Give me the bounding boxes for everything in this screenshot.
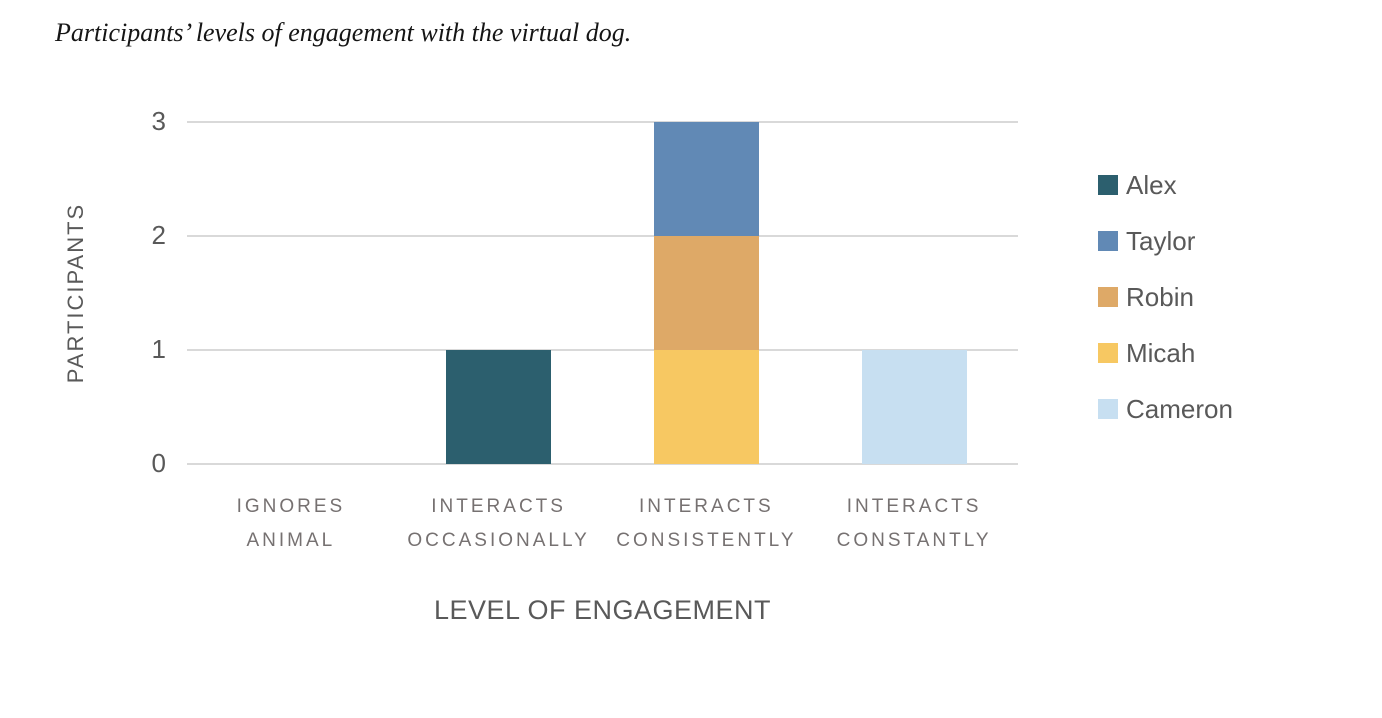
y-tick-label-1: 1 bbox=[151, 333, 166, 364]
y-tick-label-3: 3 bbox=[151, 105, 166, 136]
x-category-label-line: CONSTANTLY bbox=[836, 530, 992, 551]
x-category-label-line: INTERACTS bbox=[639, 496, 774, 517]
legend: Alex Taylor Robin Micah Cameron bbox=[1098, 170, 1233, 450]
legend-item-taylor: Taylor bbox=[1098, 226, 1233, 256]
bar-column-3 bbox=[861, 350, 967, 464]
x-category-label-1: INTERACTS OCCASIONALLY bbox=[395, 490, 603, 558]
x-category-label-line: CONSISTENTLY bbox=[616, 530, 797, 551]
legend-label: Robin bbox=[1126, 281, 1194, 312]
x-category-label-0: IGNORES ANIMAL bbox=[187, 490, 395, 558]
bar-segment-micah bbox=[653, 350, 759, 464]
x-category-label-line: IGNORES bbox=[236, 496, 346, 517]
gridline-y-1 bbox=[187, 349, 1018, 351]
bar-segment-robin bbox=[653, 236, 759, 350]
x-category-label-line: INTERACTS bbox=[846, 496, 982, 517]
x-category-label-3: INTERACTS CONSTANTLY bbox=[810, 490, 1018, 558]
y-axis-ticks: 0 1 2 3 bbox=[98, 106, 166, 478]
bar-column-2 bbox=[653, 122, 759, 464]
legend-swatch-icon bbox=[1098, 399, 1118, 419]
legend-item-micah: Micah bbox=[1098, 338, 1233, 368]
y-axis-title: PARTICIPANTS bbox=[63, 202, 88, 384]
chart-title: Participants’ levels of engagement with … bbox=[55, 18, 632, 47]
legend-item-robin: Robin bbox=[1098, 282, 1233, 312]
legend-label: Micah bbox=[1126, 337, 1196, 368]
legend-item-cameron: Cameron bbox=[1098, 394, 1233, 424]
y-tick-label-2: 2 bbox=[151, 219, 166, 250]
legend-label: Cameron bbox=[1126, 393, 1233, 424]
legend-label: Alex bbox=[1126, 169, 1177, 200]
legend-swatch-icon bbox=[1098, 175, 1118, 195]
legend-swatch-icon bbox=[1098, 343, 1118, 363]
gridline-y-0 bbox=[187, 463, 1018, 465]
legend-swatch-icon bbox=[1098, 231, 1118, 251]
bar-column-1 bbox=[446, 350, 552, 464]
x-category-label-line: ANIMAL bbox=[246, 530, 336, 551]
bar-segment-alex bbox=[446, 350, 552, 464]
gridline-y-3 bbox=[187, 121, 1018, 123]
gridline-y-2 bbox=[187, 235, 1018, 237]
x-category-label-line: INTERACTS bbox=[431, 496, 566, 517]
x-category-label-2: INTERACTS CONSISTENTLY bbox=[603, 490, 811, 558]
legend-label: Taylor bbox=[1126, 225, 1196, 256]
bar-segment-taylor bbox=[653, 122, 759, 236]
y-tick-label-0: 0 bbox=[151, 447, 166, 478]
legend-swatch-icon bbox=[1098, 287, 1118, 307]
legend-item-alex: Alex bbox=[1098, 170, 1233, 200]
bar-segment-cameron bbox=[861, 350, 967, 464]
x-category-label-line: OCCASIONALLY bbox=[407, 530, 590, 551]
x-axis-title: LEVEL OF ENGAGEMENT bbox=[433, 595, 772, 625]
plot-area bbox=[187, 121, 1018, 465]
x-axis-labels: IGNORES ANIMAL INTERACTS OCCASIONALLY INTERA… bbox=[187, 490, 1018, 560]
